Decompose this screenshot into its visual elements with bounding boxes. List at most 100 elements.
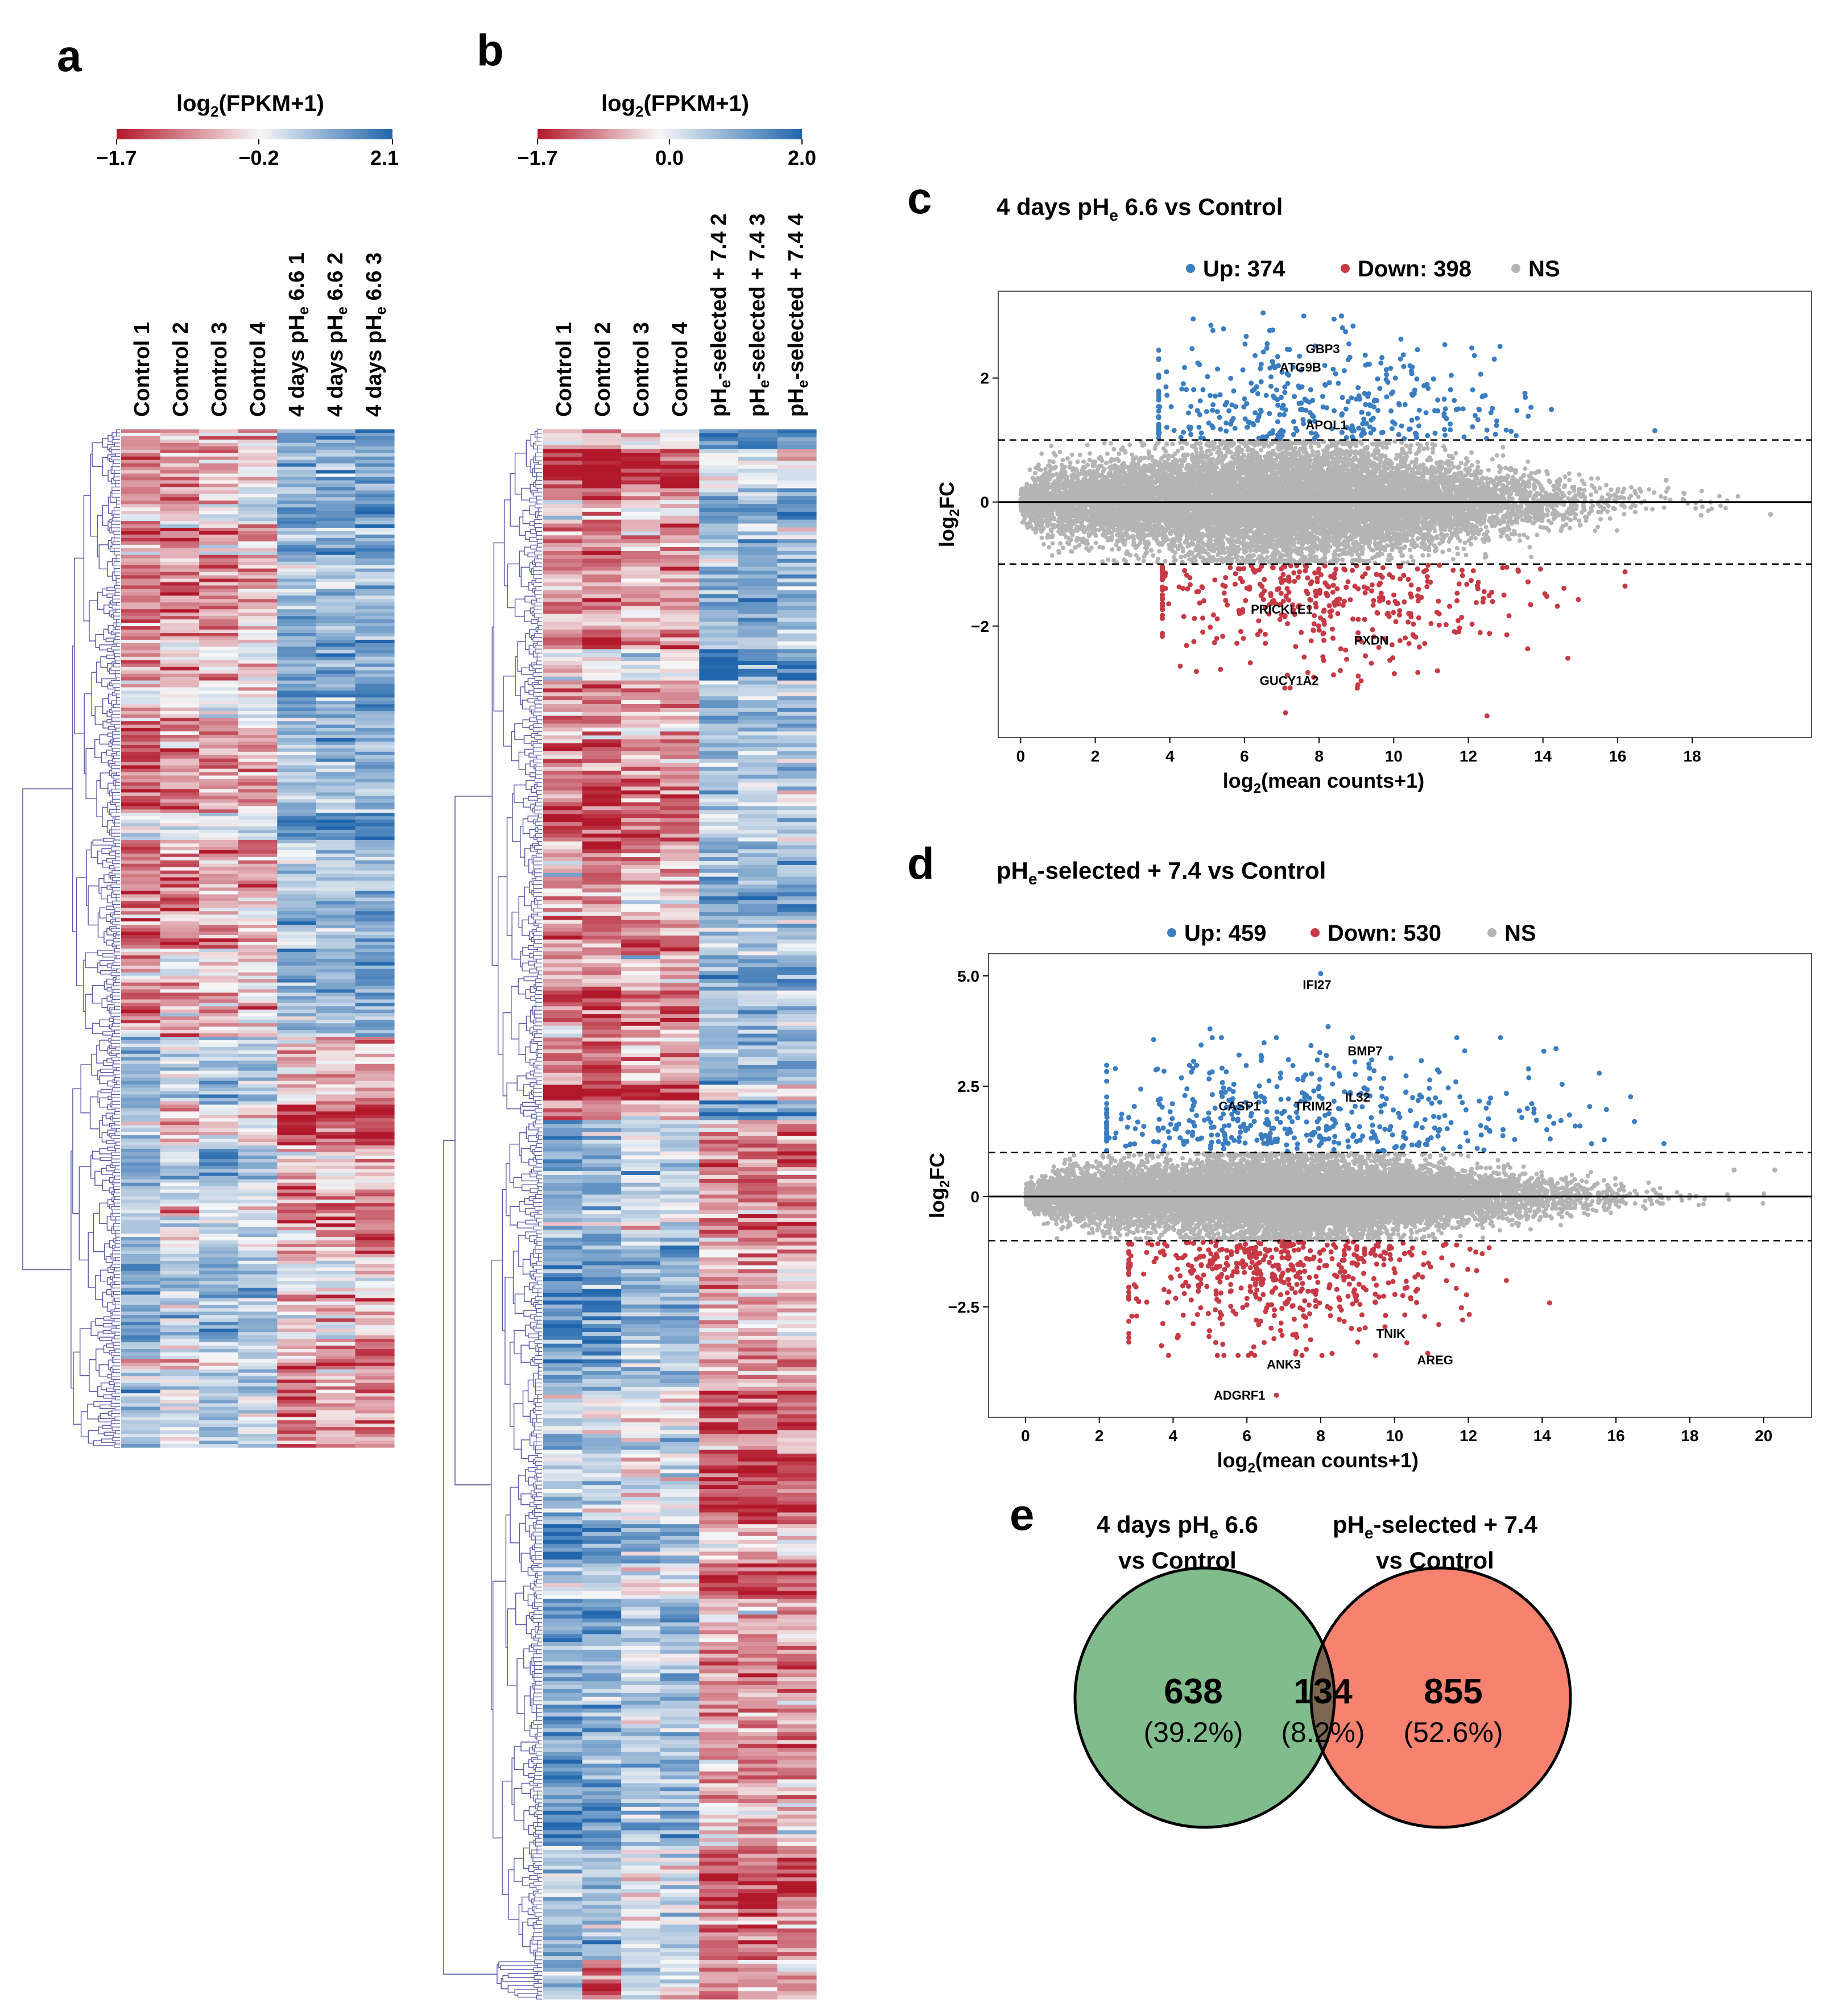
heatmap-a-cell [199,1053,239,1058]
heatmap-a-cell [277,1315,317,1319]
heatmap-a-cell [316,561,356,566]
dendrogram-leaf [538,1373,542,1376]
heatmap-a-cell [121,775,161,780]
heatmap-b-cell [699,771,739,775]
dendrogram-leaf [534,1924,542,1929]
heatmap-b-cell [699,864,739,870]
heatmap-a-cell [277,613,317,617]
heatmap-b-cell [738,437,778,442]
heatmap-b-cell [660,896,700,901]
heatmap-a-cell [277,843,317,847]
heatmap-b-cell [621,904,661,909]
heatmap-a-cell [160,1210,200,1214]
heatmap-a-cell [160,1379,200,1384]
heatmap-a-cell [121,1234,161,1238]
heatmap-a-cell [316,1322,356,1326]
heatmap-b-cell [621,837,661,842]
dendrogram-branch [522,510,530,524]
heatmap-b-cell [543,932,583,936]
heatmap-a-cell [160,1145,200,1149]
heatmap-b-cell [582,492,622,496]
dendrogram-branch [514,1330,526,1355]
dendrogram-leaf [116,643,120,645]
heatmap-a-cell [199,863,239,868]
heatmap-a-cell [121,1346,161,1350]
heatmap-a-cell [277,1366,317,1370]
heatmap-b-cell [660,833,700,838]
dendrogram-branch [93,1401,112,1408]
heatmap-a-cell [238,456,278,461]
heatmap-a-cell [121,796,161,800]
heatmap-a-cell [199,1148,239,1153]
heatmap-a-cell [238,806,278,810]
heatmap-a-cell [199,1057,239,1061]
heatmap-a-cell [238,996,278,1000]
heatmap-a-cell [277,537,317,542]
heatmap-b-cell [699,743,739,748]
heatmap-b-cell [699,469,739,473]
heatmap-b-cell [738,555,778,560]
heatmap-a-cell [199,884,239,888]
heatmap-a-cell [277,636,317,640]
heatmap-a-cell [199,660,239,664]
heatmap-a-cell [160,1199,200,1203]
heatmap-b-cell [777,786,817,791]
heatmap-a-cell [277,497,317,501]
heatmap-b-cell [699,802,739,806]
heatmap-b-cell [738,861,778,866]
heatmap-a-cell [316,1274,356,1278]
heatmap-a-cell [355,670,395,675]
dendrogram-leaf [115,660,120,662]
heatmap-a-cell [277,1311,317,1315]
heatmap-a-cell [355,1016,395,1020]
heatmap-a-cell [355,1115,395,1119]
heatmap-a-cell [277,921,317,925]
heatmap-a-cell [316,1057,356,1061]
heatmap-a-cell [121,1288,161,1292]
heatmap-b-cell [738,892,778,897]
heatmap-a-cell [160,1227,200,1231]
heatmap-a-cell [199,480,239,485]
heatmap-b-cell [543,814,583,818]
heatmap-a-cell [238,463,278,467]
heatmap-a-cell [238,639,278,644]
dendrogram-leaf [111,714,120,717]
dendrogram-leaf [536,790,542,793]
heatmap-a-cell [199,731,239,735]
heatmap-b-cell [543,492,583,496]
heatmap-b-cell [543,574,583,579]
heatmap-b-cell [582,574,622,579]
heatmap-a-cell [121,690,161,694]
heatmap-b-cell [660,743,700,748]
dendrogram-leaf [536,1437,542,1442]
heatmap-a-cell [160,1179,200,1184]
heatmap-a-cell [238,1291,278,1296]
heatmap-a-cell [316,884,356,888]
heatmap-a-cell [238,500,278,504]
heatmap-b-cell [621,794,661,799]
dendrogram-leaf [537,849,542,851]
heatmap-b-cell [621,861,661,866]
dendrogram-leaf [115,1430,120,1433]
heatmap-b-cell [582,562,622,568]
heatmap-a-cell [277,1332,317,1336]
dendrogram-leaf [111,544,120,547]
heatmap-b-cell [738,614,778,618]
dendrogram-branch [529,829,535,838]
heatmap-b-cell [738,904,778,909]
heatmap-b-cell [699,653,739,657]
heatmap-a-cell [277,680,317,685]
heatmap-b-cell [660,602,700,607]
dendrogram-leaf [111,486,120,493]
heatmap-b-cell [699,551,739,556]
heatmap-b-cell [738,798,778,803]
heatmap-a-cell [277,518,317,522]
heatmap-b-cell [582,833,622,838]
heatmap-a-cell [238,1308,278,1312]
heatmap-a-cell [355,1315,395,1319]
heatmap-a-cell [355,518,395,522]
dendrogram-leaf [536,1516,542,1519]
heatmap-a-cell [316,1277,356,1282]
heatmap-b-cell [738,508,778,512]
heatmap-a-cell [121,908,161,912]
